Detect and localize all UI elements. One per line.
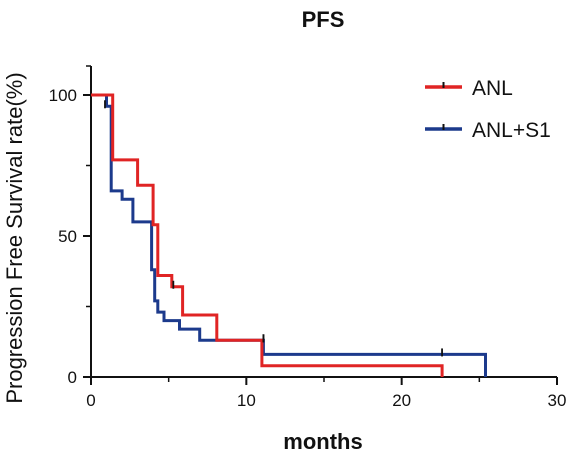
x-tick-label: 10 bbox=[237, 391, 256, 410]
chart-title: PFS bbox=[302, 7, 345, 32]
plot-area bbox=[91, 93, 487, 377]
x-tick-label: 20 bbox=[392, 391, 411, 410]
y-tick-label: 0 bbox=[68, 368, 77, 387]
y-tick-label: 100 bbox=[49, 86, 77, 105]
x-tick-label: 30 bbox=[548, 391, 567, 410]
y-axis-label: Progression Free Survival rate(%) bbox=[2, 72, 27, 403]
axes: 0 10 20 30 0 50 100 bbox=[49, 65, 567, 410]
y-tick-label: 50 bbox=[58, 227, 77, 246]
legend: ANL ANL+S1 bbox=[425, 77, 551, 142]
x-axis-label: months bbox=[283, 429, 362, 454]
series-line-0 bbox=[91, 93, 444, 377]
x-tick-label: 0 bbox=[86, 391, 95, 410]
legend-label: ANL+S1 bbox=[472, 119, 551, 142]
legend-label: ANL bbox=[472, 77, 513, 100]
series-line-1 bbox=[91, 93, 487, 377]
